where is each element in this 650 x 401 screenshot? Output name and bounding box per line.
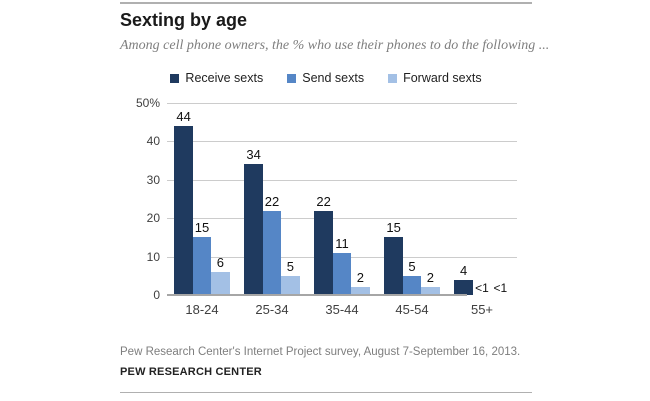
- legend-label-send-sexts: Send sexts: [302, 71, 365, 85]
- bar-value-label: 6: [216, 254, 224, 270]
- bar-55+-0: [454, 279, 473, 295]
- gridline-20: [167, 218, 517, 220]
- bar-chart-plot: 0 10 20 30 40 50% 44 15 6 18-24 34 22 5 25-34 22 11 2 35-…: [120, 95, 550, 330]
- x-axis-label-55+: 55+: [470, 302, 494, 317]
- top-divider: [120, 2, 532, 4]
- chart-subtitle: Among cell phone owners, the % who use t…: [120, 38, 550, 53]
- legend-item-send-sexts: Send sexts: [287, 71, 364, 85]
- gridline-40: [167, 141, 517, 143]
- bar-value-label: <1: [475, 281, 489, 295]
- bar-35-44-1: [332, 252, 352, 295]
- y-tick-label-50: 50%: [135, 96, 160, 110]
- bar-18-24-2: [211, 271, 230, 295]
- x-axis-label-35-44: 35-44: [325, 302, 359, 317]
- bar-35-44-0: [314, 210, 333, 295]
- bar-45-54-1: [402, 275, 422, 295]
- bar-25-34-0: [244, 164, 263, 295]
- y-tick-label-10: 10: [146, 249, 160, 264]
- legend-label-receive-sexts: Receive sexts: [185, 71, 264, 85]
- bar-value-label: 5: [408, 258, 416, 274]
- legend-swatch-receive-sexts: [170, 73, 180, 83]
- bar-value-label: 15: [386, 220, 401, 236]
- bar-value-label: 15: [194, 220, 210, 236]
- bar-45-54-0: [384, 237, 403, 295]
- x-axis-label-45-54: 45-54: [395, 302, 429, 317]
- legend-item-forward-sexts: Forward sexts: [388, 71, 482, 85]
- legend-swatch-send-sexts: [287, 73, 297, 83]
- bar-value-label: 22: [264, 193, 280, 209]
- legend-item-receive-sexts: Receive sexts: [170, 71, 263, 85]
- bar-45-54-2: [421, 287, 440, 295]
- bar-value-label: 2: [356, 270, 364, 286]
- legend-label-forward-sexts: Forward sexts: [403, 71, 482, 85]
- source-note: Pew Research Center's Internet Project s…: [120, 346, 521, 358]
- bar-value-label: 4: [459, 262, 468, 278]
- x-axis-label-25-34: 25-34: [255, 302, 289, 317]
- gridline-30: [167, 179, 517, 181]
- bar-18-24-0: [174, 126, 193, 295]
- legend-swatch-forward-sexts: [388, 73, 398, 83]
- bar-value-label: 11: [335, 235, 349, 251]
- x-axis-line: [167, 294, 467, 296]
- y-tick-label-0: 0: [153, 288, 160, 302]
- bottom-divider: [120, 392, 532, 393]
- chart-legend: Receive sexts Send sexts Forward sexts: [120, 71, 532, 85]
- bar-25-34-1: [262, 210, 282, 295]
- bar-value-label: 22: [316, 193, 331, 209]
- gridline-50: [167, 103, 517, 104]
- bar-value-label: 2: [426, 270, 434, 286]
- brand-label: PEW RESEARCH CENTER: [120, 366, 262, 378]
- chart-title: Sexting by age: [120, 10, 248, 30]
- bar-value-label: 5: [286, 258, 294, 274]
- x-axis-label-18-24: 18-24: [185, 302, 219, 317]
- bar-value-label: 44: [176, 109, 191, 125]
- y-tick-label-20: 20: [146, 211, 160, 226]
- bar-value-label: <1: [493, 281, 508, 295]
- y-tick-label-40: 40: [146, 134, 160, 149]
- bar-18-24-1: [192, 237, 212, 295]
- bar-value-label: 34: [246, 147, 261, 163]
- y-tick-label-30: 30: [146, 172, 160, 187]
- bar-25-34-2: [281, 275, 300, 295]
- bar-35-44-2: [351, 287, 370, 295]
